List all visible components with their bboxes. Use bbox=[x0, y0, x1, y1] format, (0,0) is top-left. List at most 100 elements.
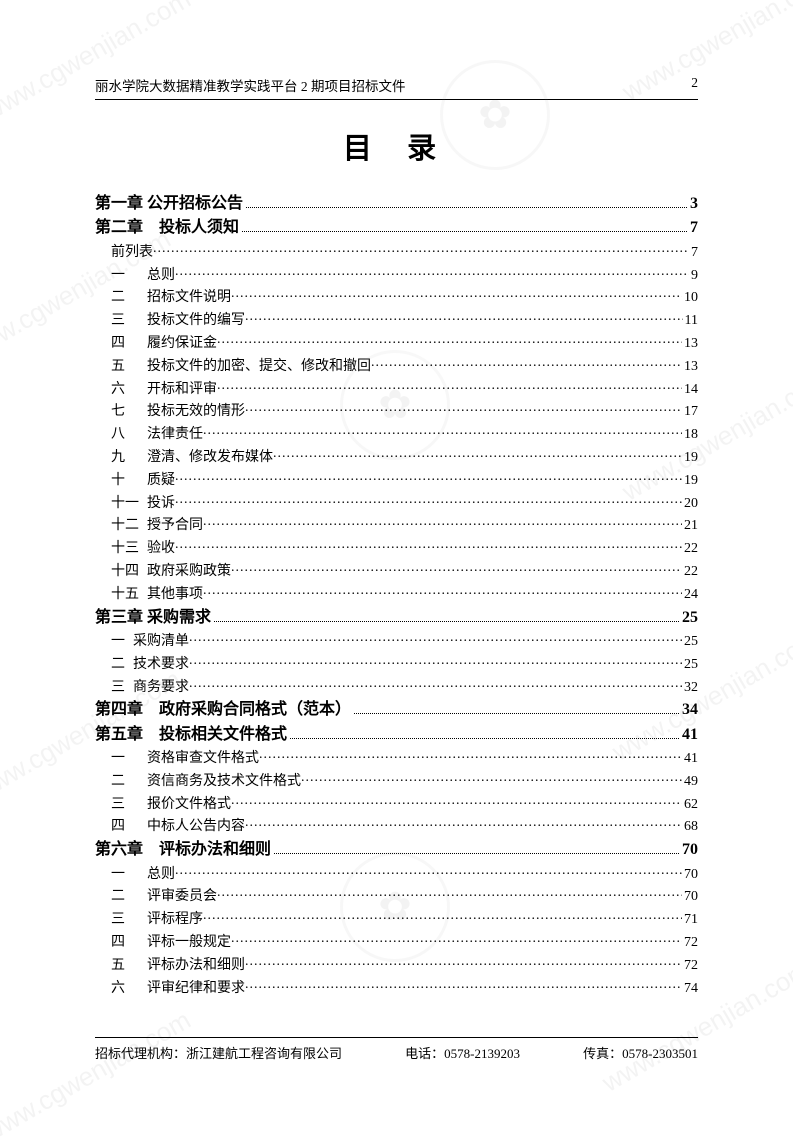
toc-dots bbox=[242, 231, 687, 232]
footer-agency: 招标代理机构：浙江建航工程咨询有限公司 bbox=[95, 1043, 342, 1062]
toc-chapter-page: 41 bbox=[682, 724, 698, 746]
toc-chapter-page: 7 bbox=[690, 217, 698, 239]
toc-item-page: 62 bbox=[682, 795, 698, 815]
toc-item-text: 其他事项 bbox=[147, 585, 203, 605]
toc-chapter-label: 第四章 政府采购合同格式（范本） bbox=[95, 699, 351, 721]
toc-item-num: 九 bbox=[111, 448, 147, 468]
toc-dots bbox=[245, 955, 682, 969]
toc-item-page: 70 bbox=[682, 865, 698, 885]
toc-item-page: 49 bbox=[682, 772, 698, 792]
toc-dots bbox=[231, 932, 682, 946]
toc-item-text: 开标和评审 bbox=[147, 380, 217, 400]
toc-item-text: 中标人公告内容 bbox=[147, 817, 245, 837]
toc-item-page: 68 bbox=[682, 817, 698, 837]
toc-item-text: 评标一般规定 bbox=[147, 933, 231, 953]
toc-chapter: 第三章 采购需求25 bbox=[95, 607, 698, 629]
toc-item-text: 采购清单 bbox=[133, 632, 189, 652]
toc-dots bbox=[217, 886, 682, 900]
toc-dots bbox=[203, 515, 682, 529]
toc-item-num: 六 bbox=[111, 380, 147, 400]
toc-item: 一采购清单25 bbox=[95, 631, 698, 652]
toc-dots bbox=[175, 538, 682, 552]
toc-item-num: 十二 bbox=[111, 516, 147, 536]
toc-item-num: 四 bbox=[111, 334, 147, 354]
toc-chapter: 第六章 评标办法和细则70 bbox=[95, 839, 698, 861]
toc-chapter: 第二章 投标人须知 7 bbox=[95, 217, 698, 239]
toc-item-num: 十 bbox=[111, 471, 147, 491]
toc-item-page: 22 bbox=[682, 539, 698, 559]
toc-item-page: 14 bbox=[682, 380, 698, 400]
toc-item-text: 澄清、修改发布媒体 bbox=[147, 448, 273, 468]
toc-item-page: 72 bbox=[682, 933, 698, 953]
toc-item-page: 11 bbox=[683, 311, 698, 331]
toc-item-text: 评标程序 bbox=[147, 910, 203, 930]
toc-dots bbox=[231, 561, 682, 575]
toc-dots bbox=[354, 713, 679, 714]
header-left: 丽水学院大数据精准教学实践平台 2 期项目招标文件 bbox=[95, 75, 406, 95]
toc-item-num: 十五 bbox=[111, 585, 147, 605]
footer-phone: 电话：0578-2139203 bbox=[405, 1043, 520, 1062]
toc-item-text: 商务要求 bbox=[133, 678, 189, 698]
toc-item-num: 三 bbox=[111, 678, 133, 698]
toc-item-text: 技术要求 bbox=[133, 655, 189, 675]
toc-item: 二资信商务及技术文件格式49 bbox=[95, 771, 698, 792]
toc-dots bbox=[290, 738, 679, 739]
toc-dots bbox=[273, 447, 682, 461]
toc-item: 一总则70 bbox=[95, 864, 698, 885]
toc-dots bbox=[214, 621, 679, 622]
toc-item: 三商务要求32 bbox=[95, 677, 698, 698]
toc-item-num: 一 bbox=[111, 749, 147, 769]
toc-dots bbox=[153, 242, 689, 256]
toc-dots bbox=[245, 978, 682, 992]
toc-item-page: 25 bbox=[682, 655, 698, 675]
toc-item-page: 13 bbox=[682, 357, 698, 377]
toc-dots bbox=[217, 333, 682, 347]
toc-dots bbox=[203, 909, 682, 923]
toc-item-num: 一 bbox=[111, 266, 147, 286]
toc-item-num: 三 bbox=[111, 795, 147, 815]
toc-item: 十一投诉20 bbox=[95, 493, 698, 514]
toc-dots bbox=[246, 207, 687, 208]
toc-dots bbox=[189, 654, 682, 668]
toc-item-text: 前列表 bbox=[111, 243, 153, 263]
toc-item: 七投标无效的情形17 bbox=[95, 401, 698, 422]
toc-item-page: 21 bbox=[682, 516, 698, 536]
toc-dots bbox=[175, 265, 689, 279]
toc-item: 十二授予合同 21 bbox=[95, 515, 698, 536]
toc-item: 十五其他事项 24 bbox=[95, 584, 698, 605]
toc-item-page: 41 bbox=[682, 749, 698, 769]
toc-item: 三报价文件格式 62 bbox=[95, 794, 698, 815]
toc-dots bbox=[245, 816, 682, 830]
toc-item-page: 7 bbox=[689, 243, 698, 263]
watermark: www.cgwenjian.com bbox=[0, 0, 196, 127]
toc-item-num: 三 bbox=[111, 910, 147, 930]
toc-item-text: 验收 bbox=[147, 539, 175, 559]
toc-item-page: 72 bbox=[682, 956, 698, 976]
toc-dots bbox=[371, 356, 682, 370]
toc-item-num: 六 bbox=[111, 979, 147, 999]
toc-item-num: 四 bbox=[111, 933, 147, 953]
toc-item-text: 质疑 bbox=[147, 471, 175, 491]
toc-dots bbox=[231, 287, 682, 301]
toc-item-page: 19 bbox=[682, 448, 698, 468]
toc-item: 三评标程序71 bbox=[95, 909, 698, 930]
toc-item: 六开标和评审 14 bbox=[95, 379, 698, 400]
toc-chapter-page: 34 bbox=[682, 699, 698, 721]
toc-item-num: 五 bbox=[111, 956, 147, 976]
toc-chapter-page: 3 bbox=[690, 193, 698, 215]
toc-item: 六评审纪律和要求74 bbox=[95, 978, 698, 999]
toc-chapter-label: 第二章 投标人须知 bbox=[95, 217, 239, 239]
toc-item-text: 评标办法和细则 bbox=[147, 956, 245, 976]
toc-item-page: 17 bbox=[682, 402, 698, 422]
toc-chapter: 第四章 政府采购合同格式（范本） 34 bbox=[95, 699, 698, 721]
toc-item-text: 报价文件格式 bbox=[147, 795, 231, 815]
page-footer: 招标代理机构：浙江建航工程咨询有限公司 电话：0578-2139203 传真：0… bbox=[95, 1037, 698, 1062]
toc-item-text: 资格审查文件格式 bbox=[147, 749, 259, 769]
toc-item-page: 70 bbox=[682, 887, 698, 907]
toc-item-page: 24 bbox=[682, 585, 698, 605]
toc-item-page: 25 bbox=[682, 632, 698, 652]
footer-fax: 传真：0578-2303501 bbox=[583, 1043, 698, 1062]
toc-item-num: 一 bbox=[111, 865, 147, 885]
toc-item-text: 授予合同 bbox=[147, 516, 203, 536]
toc-item-page: 19 bbox=[682, 471, 698, 491]
